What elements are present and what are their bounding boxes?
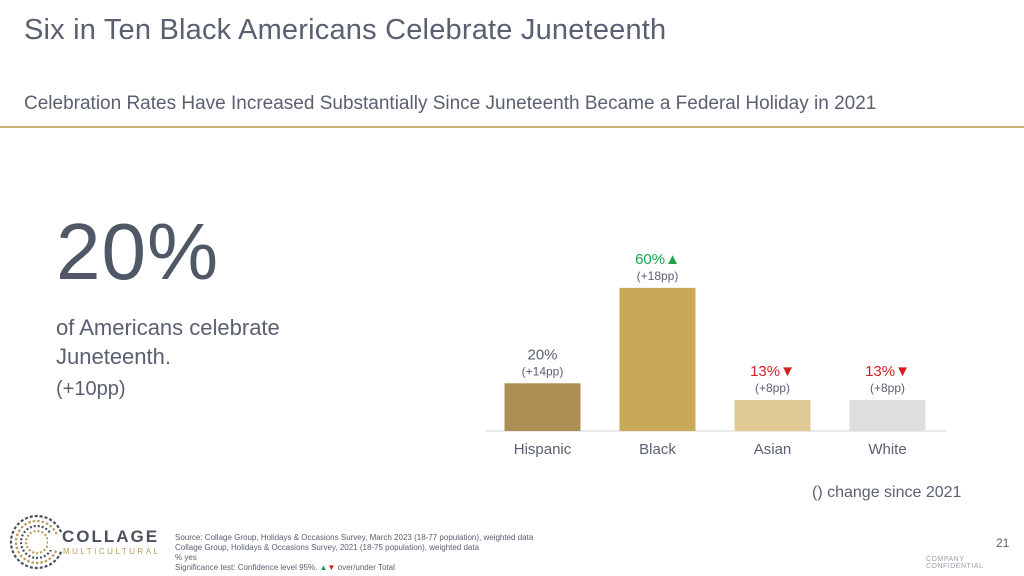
- headline-stat-value: 20%: [56, 207, 220, 296]
- change-label-black: (+18pp): [637, 269, 679, 283]
- category-label-hispanic: Hispanic: [514, 441, 572, 458]
- page-number: 21: [996, 536, 1010, 550]
- logo-subtitle: MULTICULTURAL: [63, 547, 161, 556]
- celebration-bar-chart: 20%(+14pp)Hispanic60%▲(+18pp)Black13%▼(+…: [485, 251, 947, 458]
- bar-black: [619, 287, 696, 431]
- bar-white: [849, 399, 926, 431]
- value-label-asian: 13%▼: [750, 363, 795, 380]
- value-label-black: 60%▲: [635, 251, 680, 268]
- change-label-white: (+8pp): [870, 381, 905, 395]
- up-arrow-icon: ▲: [319, 563, 328, 572]
- value-label-hispanic: 20%: [527, 346, 557, 363]
- change-label-hispanic: (+14pp): [522, 364, 564, 378]
- slide-title: Six in Ten Black Americans Celebrate Jun…: [24, 14, 667, 46]
- confidential-label: COMPANY CONFIDENTIAL: [926, 556, 984, 570]
- down-arrow-icon: ▼: [327, 563, 336, 572]
- headline-stat-change: (+10pp): [56, 378, 126, 400]
- collage-logo-icon: [9, 514, 68, 570]
- source-footnote: Source: Collage Group, Holidays & Occasi…: [175, 533, 533, 573]
- bar-hispanic: [504, 383, 581, 431]
- bar-asian: [734, 399, 811, 431]
- value-label-white: 13%▼: [865, 363, 910, 380]
- significance-prefix: Significance test: Confidence level 95%.: [175, 563, 318, 572]
- change-label-asian: (+8pp): [755, 381, 790, 395]
- change-note: () change since 2021: [812, 484, 962, 501]
- significance-suffix: over/under Total: [337, 563, 395, 572]
- headline-stat-text: of Americans celebrate Juneteenth.: [56, 315, 280, 369]
- source-line-3: % yes: [175, 553, 197, 562]
- significance-line: Significance test: Confidence level 95%.…: [175, 563, 533, 573]
- category-label-white: White: [868, 441, 906, 458]
- source-line-2: Collage Group, Holidays & Occasions Surv…: [175, 543, 480, 552]
- logo-name: COLLAGE: [62, 527, 160, 546]
- header-divider: [0, 126, 1024, 128]
- source-line-1: Source: Collage Group, Holidays & Occasi…: [175, 533, 534, 542]
- slide-subtitle: Celebration Rates Have Increased Substan…: [24, 93, 877, 114]
- category-label-black: Black: [639, 441, 676, 458]
- category-label-asian: Asian: [754, 441, 792, 458]
